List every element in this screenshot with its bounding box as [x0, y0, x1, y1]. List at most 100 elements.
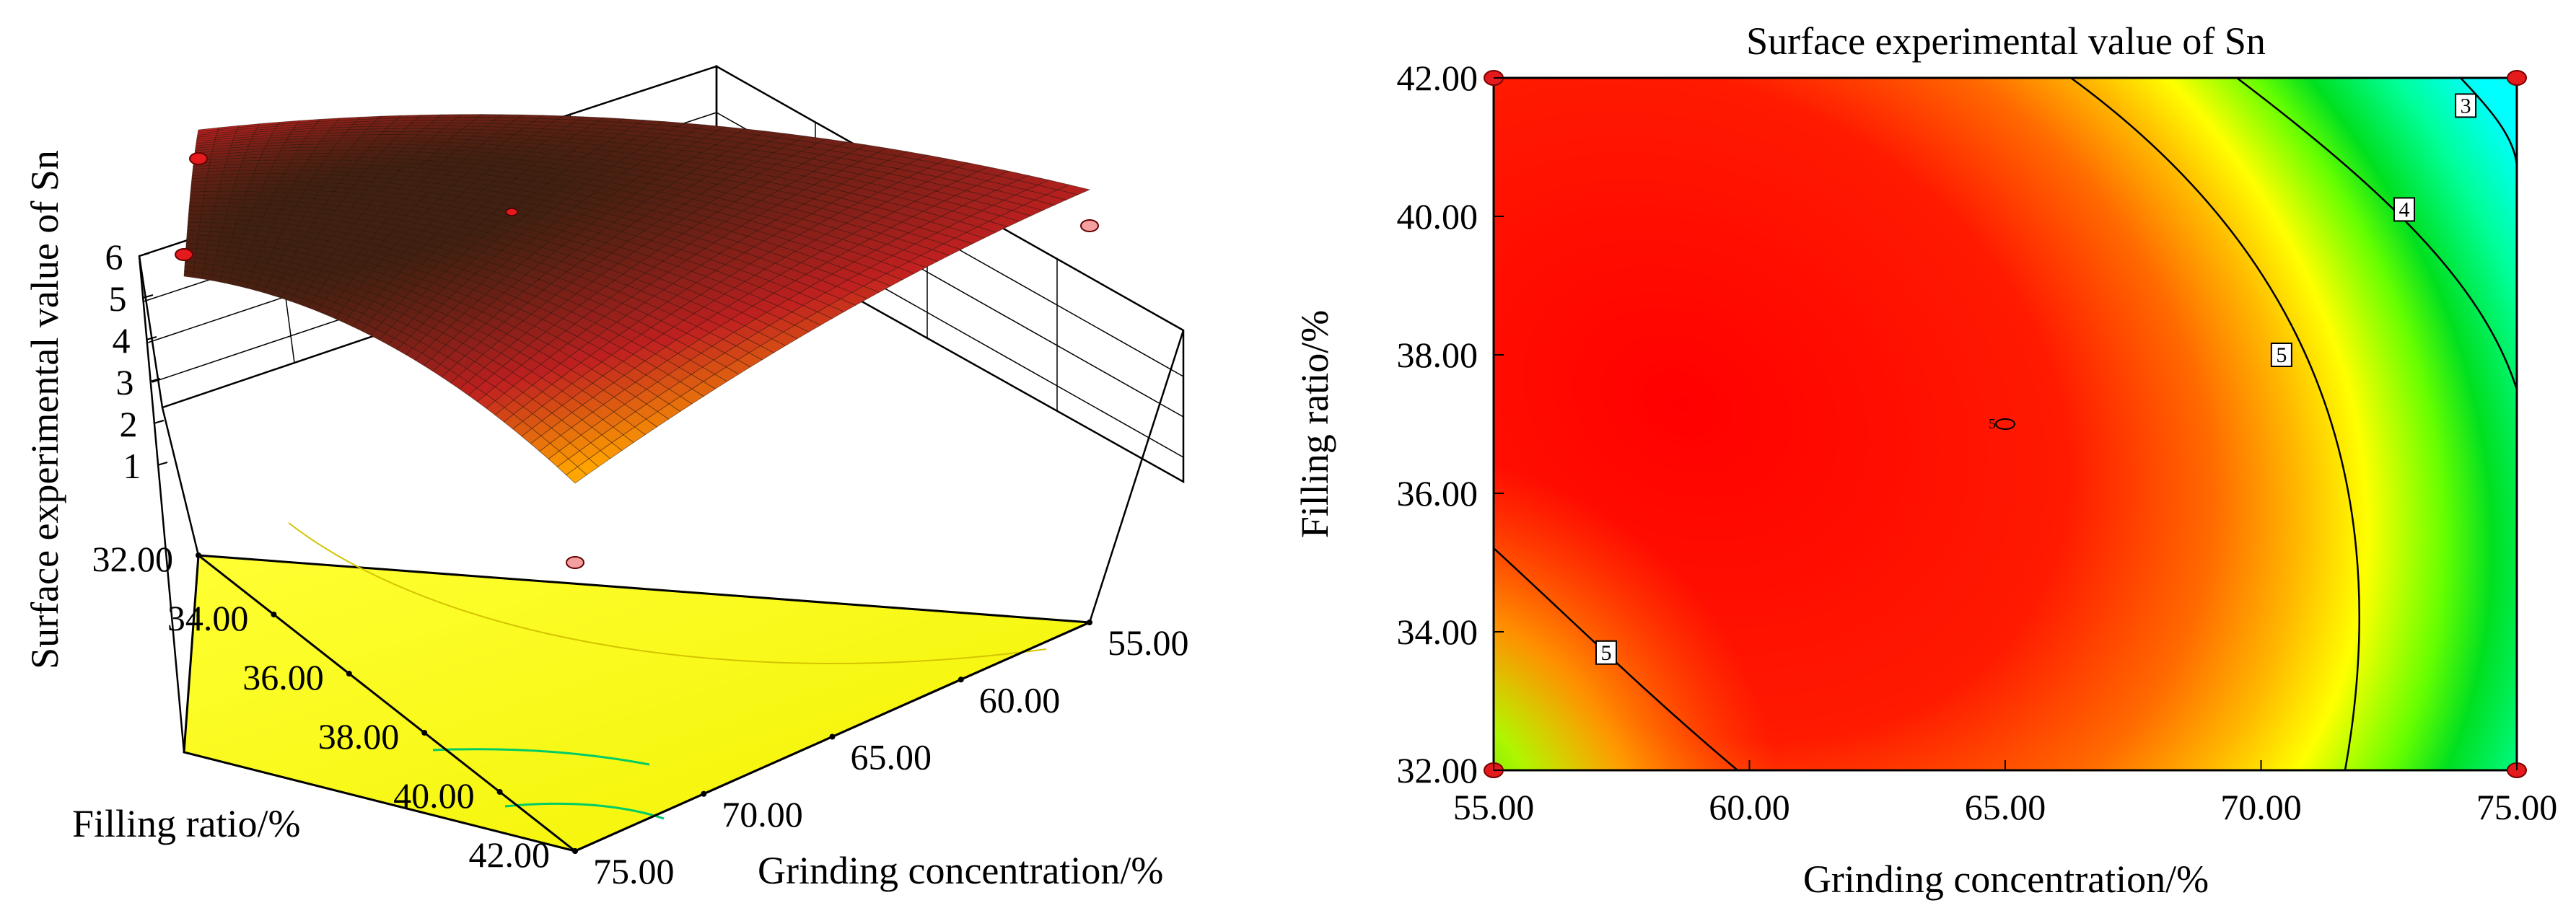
y-tick: [196, 552, 201, 558]
x-tick-label: 70.00: [722, 794, 803, 834]
contour-label-box: [1595, 640, 1617, 665]
y-tick-label: 32.00: [92, 539, 174, 579]
contour-label: 4: [2399, 198, 2410, 221]
surface-cell: [216, 194, 232, 200]
surface-cell: [368, 143, 390, 148]
z-tick-label: 5: [109, 278, 127, 319]
surface-cell: [186, 229, 199, 236]
surface-cell: [216, 198, 231, 203]
surface-cell: [382, 128, 406, 132]
y-tick-label: 38.00: [318, 716, 400, 757]
surface-cell: [188, 213, 202, 219]
y-axis-label: Filling ratio/%: [1299, 310, 1336, 539]
x-axis-label: Grinding concentration/%: [758, 849, 1163, 892]
contour-label: 5: [2276, 343, 2287, 367]
surface-cell: [189, 195, 205, 200]
surface-cell: [202, 198, 218, 203]
surface-cell: [289, 159, 309, 164]
x-tick-label: 65.00: [851, 737, 932, 777]
surface-cell: [187, 221, 201, 227]
surface-cell: [199, 218, 214, 224]
surface-cell: [213, 210, 228, 216]
contour-label: 3: [2461, 94, 2471, 118]
x-tick-label: 65.00: [1965, 787, 2046, 827]
surface-cell: [273, 159, 293, 164]
x-tick-label: 75.00: [2476, 787, 2558, 827]
surface-cell: [229, 194, 246, 200]
surface-cell: [326, 153, 347, 157]
surface-cell: [247, 183, 265, 188]
x-axis-label: Grinding concentration/%: [1803, 858, 2209, 901]
surface-cell: [237, 173, 255, 177]
surface-cell: [214, 206, 229, 211]
z-tick: [146, 336, 157, 340]
surface-cell: [229, 198, 245, 204]
surface-cell: [200, 213, 214, 219]
surface-cell: [262, 183, 279, 189]
surface-cell: [201, 202, 217, 207]
z-axis-label: Surface experimental value of Sn: [23, 150, 66, 669]
x-tick: [572, 848, 578, 854]
z-tick-label: 1: [123, 446, 141, 486]
surface-cell: [380, 131, 403, 135]
surface-cell: [266, 173, 285, 177]
surface-cell: [359, 134, 382, 138]
surface-cell: [251, 173, 270, 177]
x-axis-ticks: 55.00 60.00 65.00 70.00 75.00: [572, 620, 1189, 891]
surface-cell: [281, 173, 300, 178]
surface-cell: [310, 153, 330, 157]
design-point: [2507, 70, 2527, 86]
contour-line-3: [2460, 78, 2517, 167]
surface-cell: [285, 166, 305, 171]
surface-cell: [330, 146, 353, 151]
y-tick: [496, 789, 503, 795]
z-tick: [153, 420, 165, 424]
z-tick-label: 6: [105, 237, 123, 277]
surface-cell: [201, 209, 215, 215]
y-tick-label: 36.00: [242, 657, 324, 697]
surface-cell: [299, 169, 318, 175]
y-tick: [346, 671, 352, 677]
surface-cell: [233, 183, 250, 188]
surface-cell: [268, 169, 287, 174]
contour-label-box: [2393, 197, 2416, 222]
contour-label-box: [2270, 343, 2292, 367]
design-point: [175, 248, 193, 261]
surface-cell: [212, 213, 227, 220]
heatmap-fill: [1494, 78, 2517, 770]
surface-cell: [270, 166, 289, 171]
surface-cell: [1056, 184, 1091, 195]
y-tick-label: 32.00: [1397, 750, 1478, 790]
y-tick-label: 42.00: [1397, 58, 1478, 98]
surface-cell: [227, 206, 242, 212]
surface-cell: [365, 146, 387, 151]
surface-cell: [278, 180, 296, 185]
surface-cell: [217, 190, 234, 195]
y-axis-ticks: 32.00 34.00 36.00 38.00 40.00 42.00: [1397, 58, 1504, 790]
surface-cell: [203, 194, 219, 199]
contour-label: 5: [1600, 641, 1611, 665]
surface-cell: [235, 176, 253, 181]
design-point: [566, 556, 584, 569]
surface-cell: [187, 226, 200, 232]
x-tick-label: 60.00: [979, 679, 1061, 720]
x-tick: [701, 790, 707, 797]
surface-cell: [371, 140, 394, 145]
surface-cell: [293, 153, 313, 157]
contour-title: Surface experimental value of Sn: [1746, 19, 2266, 63]
contour-labels: 3 4 5 5: [1595, 93, 2477, 665]
surface-cell: [219, 180, 237, 185]
surface-cell: [188, 217, 201, 223]
surface-cell: [336, 140, 358, 144]
z-tick: [142, 294, 154, 299]
x-tick-label: 60.00: [1709, 787, 1790, 827]
surface-cell: [186, 234, 199, 240]
x-tick-label: 75.00: [593, 851, 675, 891]
surface-cell: [188, 209, 202, 215]
surface-cell: [280, 177, 298, 182]
contour-label-box: [2455, 93, 2477, 118]
surface-cell: [356, 137, 379, 141]
floor-contour-green: [504, 802, 665, 820]
